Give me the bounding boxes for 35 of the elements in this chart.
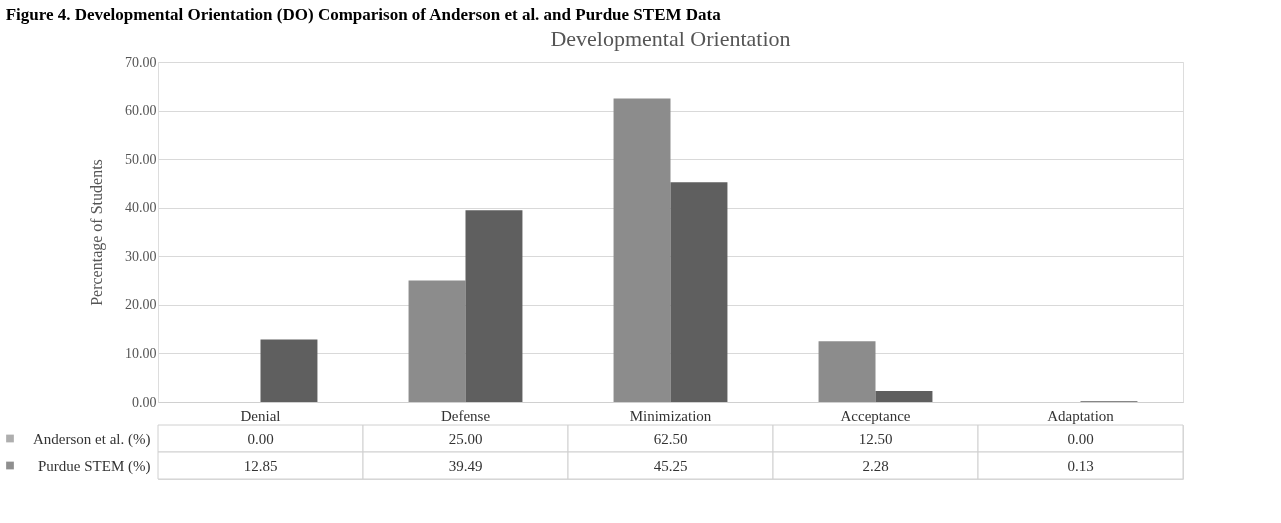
x-tick-label: Defense	[440, 407, 491, 424]
data-label: 62.50	[653, 430, 688, 447]
x-tick-label: Adaptation	[1047, 407, 1115, 424]
legend-label: Anderson et al. (%)	[33, 430, 151, 448]
y-tick-label: 0.00	[132, 394, 157, 410]
data-label: 12.50	[858, 430, 893, 447]
data-label: 0.00	[1067, 430, 1094, 447]
bar	[260, 339, 318, 402]
y-tick-label: 60.00	[125, 103, 157, 119]
legend-label: Purdue STEM (%)	[38, 457, 151, 475]
bar	[613, 98, 671, 402]
y-axis-title: Percentage of Students	[88, 159, 106, 306]
y-tick-label: 30.00	[125, 248, 157, 264]
data-label: 39.49	[448, 457, 483, 474]
data-label: 25.00	[448, 430, 483, 447]
y-tick-label: 50.00	[125, 151, 157, 167]
data-label: 2.28	[862, 457, 889, 474]
y-tick-label: 40.00	[125, 200, 157, 216]
data-label: 12.85	[243, 457, 278, 474]
x-tick-label: Acceptance	[840, 407, 911, 424]
bar	[818, 341, 876, 402]
chart-title: Developmental Orientation	[550, 26, 791, 51]
y-tick-label: 70.00	[125, 54, 157, 70]
data-label: 0.13	[1067, 457, 1094, 474]
bar	[465, 210, 523, 402]
data-label: 0.00	[247, 430, 274, 447]
data-label: 45.25	[653, 457, 688, 474]
bar	[408, 280, 466, 402]
y-tick-label: 10.00	[125, 345, 157, 361]
y-tick-label: 20.00	[125, 297, 157, 313]
x-tick-label: Denial	[240, 407, 281, 424]
caption: Figure 4. Developmental Orientation (DO) Comparison of Anderson et al. and Purdue STEM Data	[5, 4, 722, 24]
x-tick-label: Minimization	[629, 407, 712, 424]
bar	[875, 390, 933, 402]
bar	[670, 182, 728, 402]
